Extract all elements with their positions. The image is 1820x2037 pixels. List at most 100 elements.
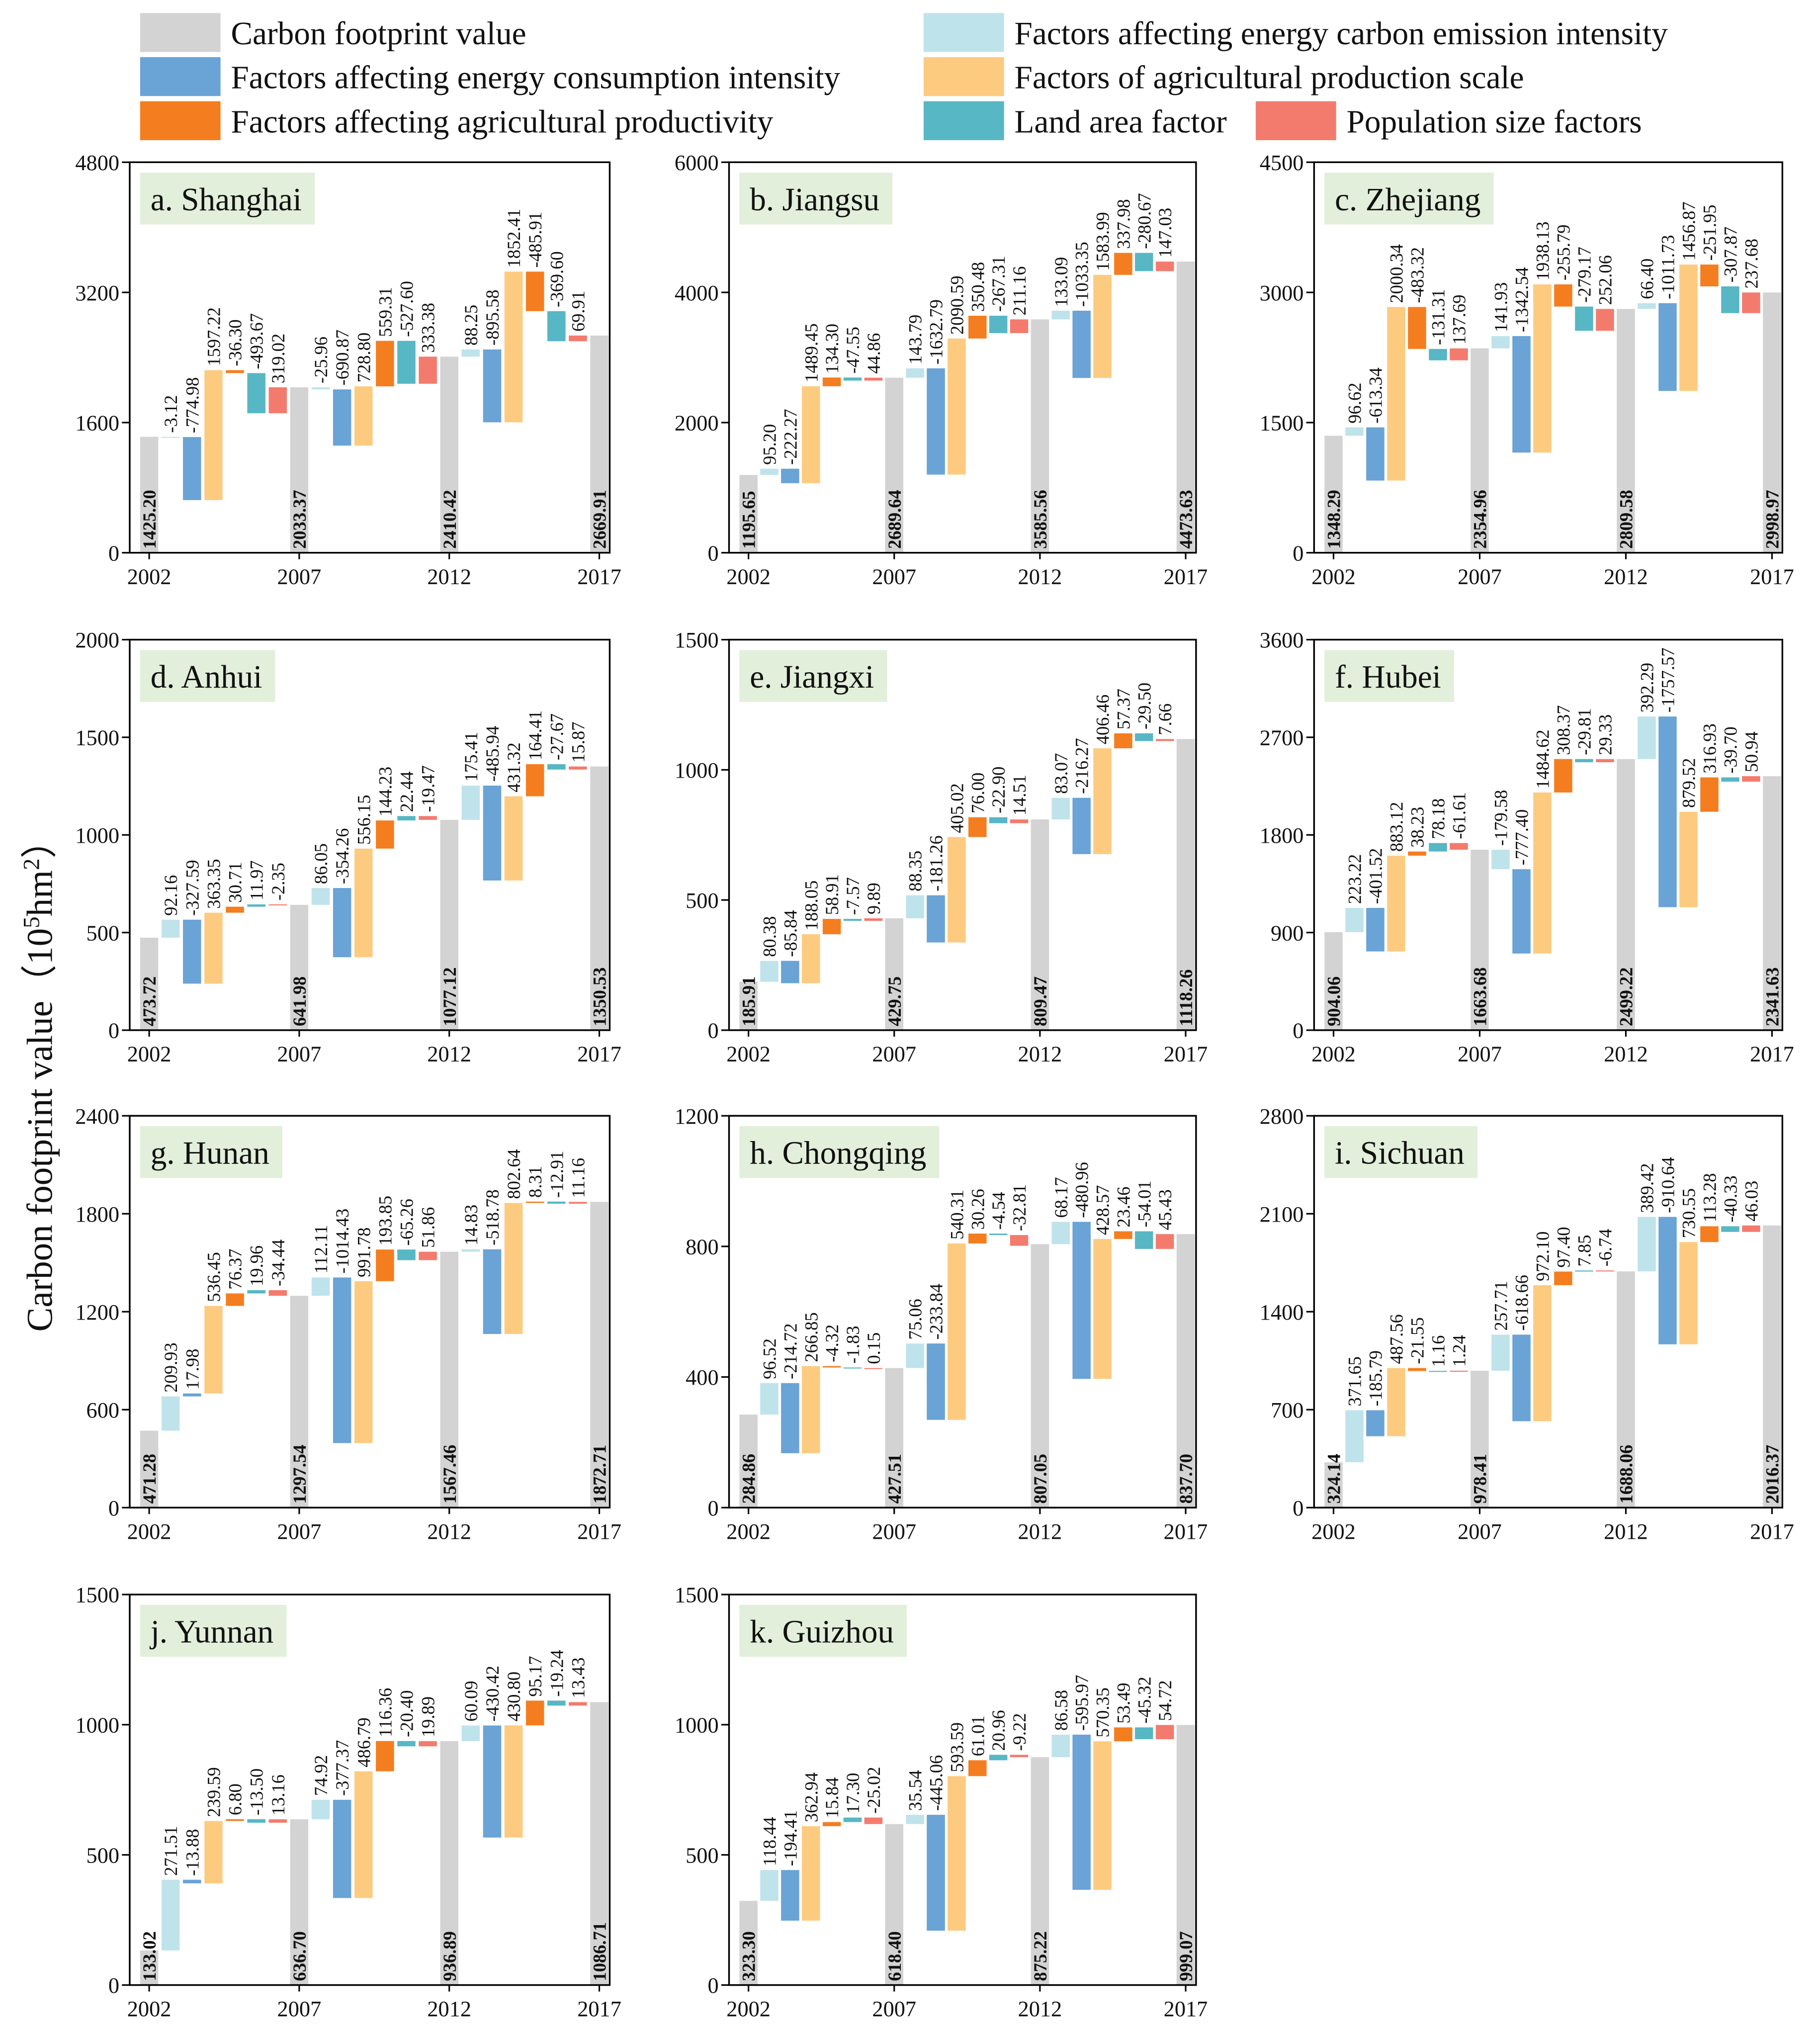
bar-energy-carbon-intensity — [1051, 797, 1070, 820]
bar-agricultural-productivity — [376, 820, 394, 849]
bar-carbon-footprint-2012 — [440, 819, 458, 1030]
bar-label-carbon-footprint: 4473.63 — [1176, 490, 1196, 549]
bar-land-area — [843, 919, 862, 921]
bar-production-scale — [1679, 811, 1698, 907]
bar-agricultural-productivity — [1114, 733, 1132, 749]
legend-label-energy-consumption-intensity: Factors affecting energy consumption int… — [231, 60, 840, 96]
bar-production-scale — [204, 1306, 223, 1394]
bar-label-land-area: -279.17 — [1574, 247, 1595, 303]
bar-label-land-area: -54.01 — [1134, 1180, 1154, 1227]
bar-label-energy-consumption-intensity: -214.72 — [780, 1323, 800, 1379]
bar-carbon-footprint-2002 — [739, 981, 758, 1030]
y-tick-label: 0 — [1293, 540, 1303, 565]
bar-energy-carbon-intensity — [1345, 427, 1364, 436]
bar-label-land-area: 17.30 — [843, 1773, 863, 1814]
bar-agricultural-productivity — [1554, 759, 1572, 793]
bar-label-production-scale: 266.85 — [801, 1312, 821, 1362]
y-tick-label: 2800 — [1260, 1104, 1304, 1129]
bar-label-production-scale: 540.31 — [947, 1190, 967, 1240]
bar-label-production-scale: 556.15 — [353, 795, 374, 845]
x-tick-label: 2002 — [1311, 564, 1356, 589]
x-tick-label: 2017 — [1750, 1519, 1794, 1544]
bar-production-scale — [1679, 1242, 1698, 1344]
bar-label-energy-consumption-intensity: -194.41 — [780, 1810, 800, 1866]
bar-energy-carbon-intensity — [906, 1815, 924, 1824]
bar-label-land-area: -20.40 — [397, 1690, 417, 1737]
bar-carbon-footprint-2002 — [140, 437, 159, 553]
bar-carbon-footprint-2012 — [1617, 759, 1635, 1030]
bar-label-population-size: 13.43 — [568, 1657, 588, 1698]
y-tick-label: 1400 — [1260, 1300, 1304, 1325]
legend-label-carbon-footprint: Carbon footprint value — [231, 16, 526, 52]
bar-agricultural-productivity — [226, 370, 244, 373]
bar-label-carbon-footprint: 807.05 — [1030, 1454, 1050, 1504]
x-tick-label: 2012 — [427, 1519, 471, 1544]
bar-label-population-size: -2.35 — [268, 863, 288, 900]
bar-label-population-size: 54.72 — [1155, 1680, 1175, 1721]
bar-label-land-area: -4.54 — [988, 1192, 1009, 1230]
x-tick-label: 2002 — [726, 1519, 771, 1544]
bar-production-scale — [1533, 284, 1552, 453]
plot-frame — [728, 1594, 1197, 1986]
y-tick-label: 3000 — [1260, 280, 1304, 305]
bar-energy-consumption-intensity — [1658, 303, 1677, 391]
y-tick-label: 0 — [707, 1018, 718, 1043]
bar-carbon-footprint-2017 — [1763, 292, 1781, 553]
legend-swatch-agricultural-productivity — [140, 101, 221, 140]
bar-label-energy-consumption-intensity: -401.52 — [1366, 848, 1386, 904]
bar-carbon-footprint-2017 — [590, 766, 608, 1030]
bar-label-population-size: 19.89 — [418, 1696, 438, 1737]
bar-label-carbon-footprint: 133.02 — [139, 1931, 160, 1981]
bar-label-energy-carbon-intensity: 141.93 — [1491, 282, 1511, 332]
y-tick-label: 1000 — [675, 1713, 719, 1738]
bar-label-production-scale: 1583.99 — [1093, 212, 1113, 271]
bar-energy-consumption-intensity — [1512, 869, 1531, 954]
bar-label-energy-consumption-intensity: -777.40 — [1512, 809, 1532, 866]
bar-land-area — [1429, 1371, 1447, 1372]
bar-population-size — [268, 387, 287, 414]
bar-agricultural-productivity — [968, 1234, 987, 1243]
bar-label-population-size: 147.03 — [1155, 208, 1175, 258]
bar-label-carbon-footprint: 978.41 — [1470, 1454, 1490, 1504]
bar-label-production-scale: 239.59 — [203, 1767, 224, 1817]
bar-energy-carbon-intensity — [1051, 310, 1070, 320]
y-axis-label-sup1: 5 — [18, 916, 44, 928]
legend-swatch-energy-carbon-intensity — [923, 13, 1004, 52]
bar-energy-consumption-intensity — [781, 1383, 799, 1453]
bar-label-production-scale: 536.45 — [203, 1252, 224, 1302]
bar-label-carbon-footprint: 809.47 — [1030, 976, 1050, 1026]
legend-swatch-energy-consumption-intensity — [140, 57, 221, 96]
x-tick-label: 2012 — [1604, 564, 1648, 589]
y-tick-label: 500 — [686, 888, 719, 913]
bar-label-carbon-footprint: 2499.22 — [1616, 967, 1637, 1026]
bar-land-area — [1429, 843, 1447, 852]
y-tick-label: 4000 — [675, 280, 719, 305]
panel-zhejiang: 0 1500 3000 4500 1348.29 2002 96.62 -613.34 2000… — [1260, 150, 1794, 589]
bar-energy-consumption-intensity — [781, 468, 799, 483]
bar-label-energy-consumption-intensity: -377.37 — [332, 1740, 352, 1796]
panel-title-box — [739, 650, 887, 702]
y-tick-label: 1000 — [675, 758, 719, 783]
bar-agricultural-productivity — [1408, 307, 1426, 349]
bar-label-population-size: 14.51 — [1009, 775, 1030, 815]
legend-label-population-size: Population size factors — [1347, 104, 1642, 140]
bar-population-size — [1155, 739, 1174, 741]
panel-hunan: 0 600 1200 1800 2400 471.28 2002 209.93 17.98 536… — [75, 1104, 621, 1544]
y-tick-label: 0 — [108, 1973, 119, 1998]
bar-label-population-size: 44.86 — [864, 333, 884, 374]
bar-energy-consumption-intensity — [1366, 1410, 1385, 1436]
bar-label-energy-carbon-intensity: -25.96 — [311, 337, 331, 383]
bar-agricultural-productivity — [822, 377, 841, 386]
bar-carbon-footprint-2007 — [885, 1368, 904, 1508]
bar-label-energy-carbon-intensity: 257.71 — [1491, 1281, 1511, 1330]
bar-production-scale — [948, 1776, 966, 1931]
legend-item-carbon-footprint: Carbon footprint value — [140, 13, 526, 52]
bar-production-scale — [504, 271, 523, 423]
bar-carbon-footprint-2017 — [1763, 776, 1781, 1030]
bar-energy-consumption-intensity — [1072, 1734, 1091, 1890]
panel-shanghai: 0 1600 3200 4800 1425.20 2002 -3.12 -774.981597… — [75, 150, 621, 589]
bar-agricultural-productivity — [525, 1700, 544, 1726]
x-tick-label: 2007 — [277, 564, 322, 589]
y-tick-label: 6000 — [675, 150, 719, 175]
bar-energy-carbon-intensity — [161, 1396, 180, 1431]
